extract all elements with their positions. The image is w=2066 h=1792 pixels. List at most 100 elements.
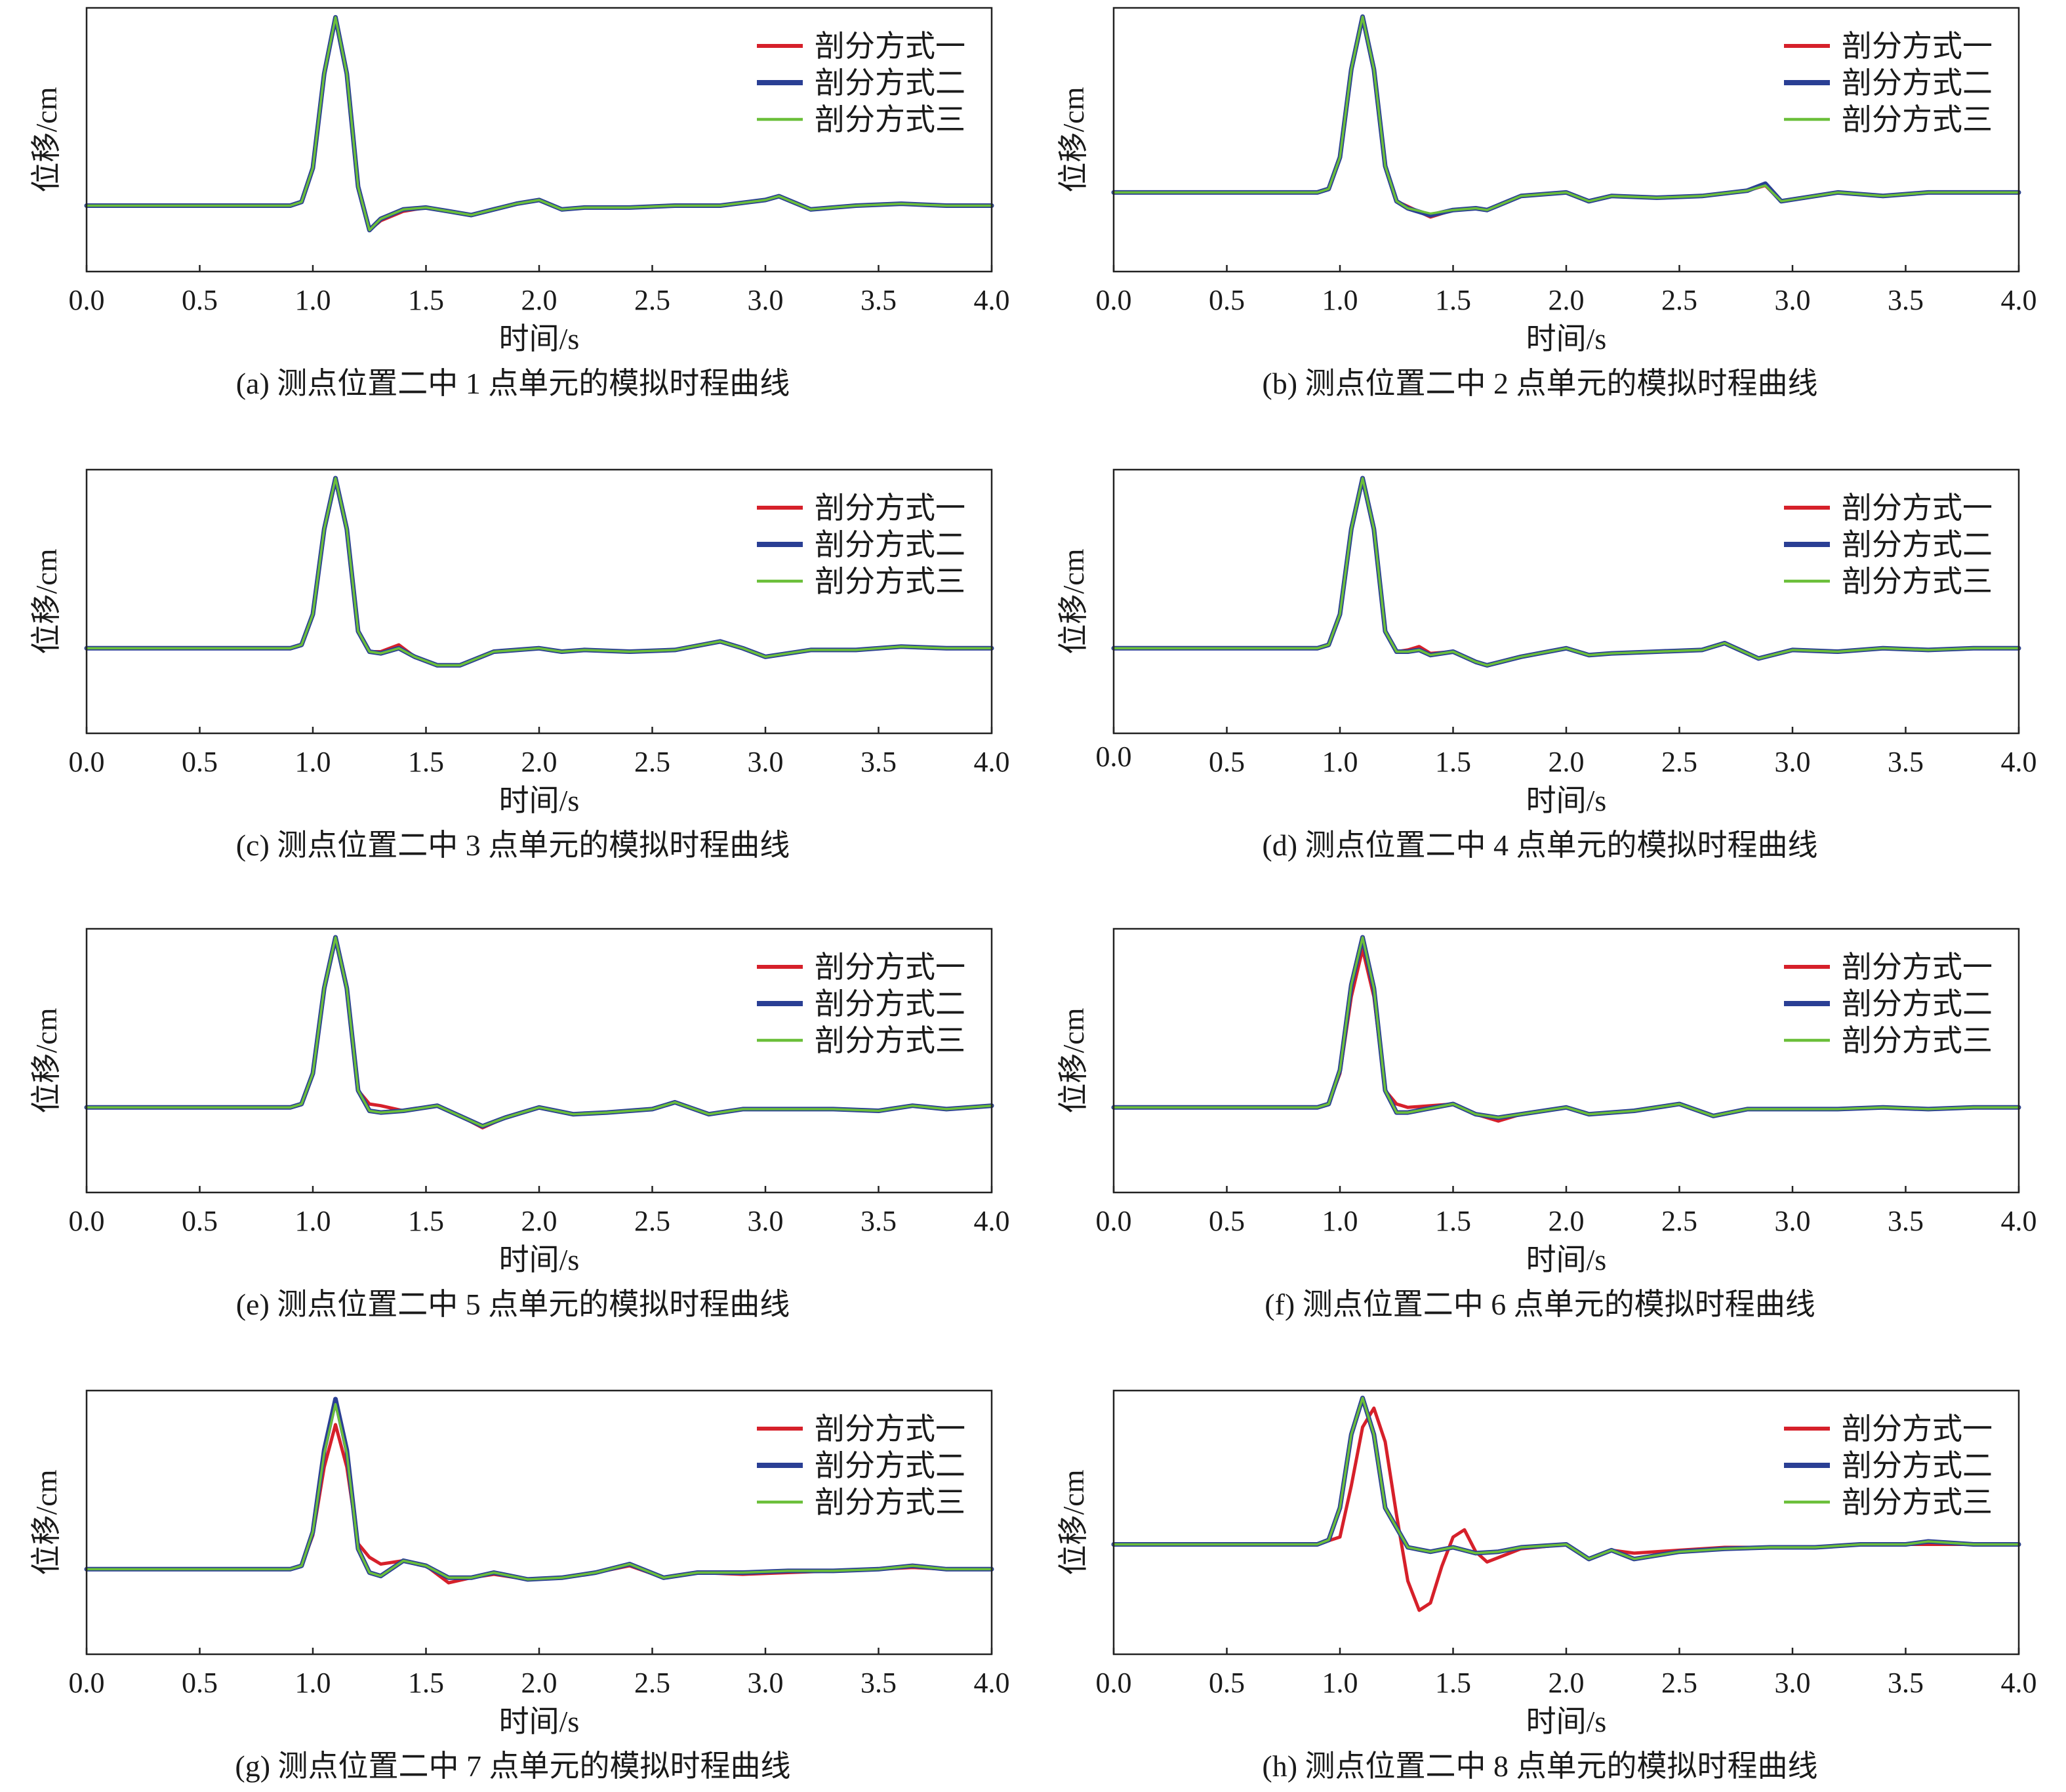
x-tick-label: 2.5	[634, 746, 670, 778]
x-axis-label: 时间/s	[499, 1243, 580, 1276]
y-axis-label: 位移/cm	[1057, 548, 1090, 654]
x-tick-label: 3.5	[861, 1205, 897, 1237]
legend-label-3: 剖分方式三	[1842, 1486, 1993, 1519]
subplot-caption: (h) 测点位置二中 8 点单元的模拟时程曲线	[1262, 1749, 1817, 1783]
legend-label-2: 剖分方式二	[1842, 528, 1993, 561]
subplot-e: 0.0 0.5 1.0 1.5 2.0 2.5 3.0 3.5 4.0 时间/s 位移/cm 剖分方式…	[30, 927, 1010, 1321]
subplot-caption: (b) 测点位置二中 2 点单元的模拟时程曲线	[1262, 367, 1817, 400]
x-tick-label: 0.5	[1209, 284, 1245, 316]
x-tick-label: 0.0	[1096, 284, 1132, 316]
x-tick-label: 4.0	[2001, 284, 2037, 316]
x-tick-label: 2.0	[521, 746, 557, 778]
x-tick-label: 3.0	[1775, 746, 1811, 778]
x-tick-label: 4.0	[2001, 746, 2037, 778]
y-axis-label: 位移/cm	[30, 87, 63, 192]
x-axis-label: 时间/s	[499, 1705, 580, 1738]
x-tick-label: 3.5	[1888, 746, 1924, 778]
x-axis-label: 时间/s	[1526, 1705, 1607, 1738]
legend-label-2: 剖分方式二	[815, 528, 965, 561]
legend-label-3: 剖分方式三	[815, 1486, 965, 1519]
legend-label-3: 剖分方式三	[815, 103, 965, 136]
x-tick-label: 2.5	[634, 1667, 670, 1699]
x-tick-label: 0.0	[69, 1205, 105, 1237]
x-tick-label: 1.5	[1435, 1667, 1471, 1699]
legend-label-2: 剖分方式二	[815, 66, 965, 100]
x-tick-label: 0.0	[69, 1667, 105, 1699]
x-tick-label: 0.5	[1209, 1667, 1245, 1699]
legend-label-2: 剖分方式二	[1842, 987, 1993, 1021]
y-axis-label: 位移/cm	[1057, 1469, 1090, 1575]
x-tick-label: 1.5	[408, 1205, 444, 1237]
x-tick-label: 1.0	[1322, 746, 1358, 778]
x-tick-label: 3.0	[748, 1667, 784, 1699]
subplot-caption: (c) 测点位置二中 3 点单元的模拟时程曲线	[236, 828, 790, 862]
x-tick-label: 0.0	[1096, 1667, 1132, 1699]
x-tick-label: 4.0	[974, 284, 1010, 316]
series-line-3	[85, 1402, 993, 1581]
x-tick-label: 4.0	[974, 746, 1010, 778]
subplot-g: 0.0 0.5 1.0 1.5 2.0 2.5 3.0 3.5 4.0 时间/s 位移/cm 剖分方式…	[30, 1389, 1010, 1783]
x-axis-label: 时间/s	[1526, 322, 1607, 356]
series-line-3	[1112, 1396, 2020, 1560]
x-tick-label: 3.0	[1775, 284, 1811, 316]
x-tick-label: 1.0	[1322, 284, 1358, 316]
x-tick-label: 0.5	[182, 284, 218, 316]
x-tick-label: 0.5	[182, 746, 218, 778]
x-tick-label: 2.5	[1661, 746, 1697, 778]
subplot-a: 0.0 0.5 1.0 1.5 2.0 2.5 3.0 3.5 4.0 时间/s 位移/cm 剖分方式…	[30, 7, 1010, 400]
x-tick-label: 1.0	[1322, 1667, 1358, 1699]
subplot-d: 0.0 0.5 1.0 1.5 2.0 2.5 3.0 3.5 4.0 时间/s 位移/cm 剖分方式…	[1057, 468, 2037, 862]
x-tick-label: 1.0	[295, 746, 331, 778]
y-axis-label: 位移/cm	[1057, 1008, 1090, 1113]
x-tick-label: 1.5	[1435, 746, 1471, 778]
x-axis-label: 时间/s	[499, 784, 580, 817]
x-tick-label: 2.5	[1661, 1205, 1697, 1237]
subplot-f: 0.0 0.5 1.0 1.5 2.0 2.5 3.0 3.5 4.0 时间/s 位移/cm 剖分方式…	[1057, 927, 2037, 1321]
series-line-3	[1112, 477, 2020, 667]
series-line-3	[85, 16, 993, 232]
x-tick-label: 0.5	[1209, 746, 1245, 778]
x-tick-label: 3.5	[1888, 1667, 1924, 1699]
x-tick-label: 1.0	[295, 284, 331, 316]
x-axis-label: 时间/s	[499, 322, 580, 356]
y-axis-label: 位移/cm	[30, 548, 63, 654]
legend-label-2: 剖分方式二	[815, 1449, 965, 1482]
x-tick-label: 3.5	[1888, 284, 1924, 316]
x-tick-label: 0.0	[1096, 1205, 1132, 1237]
legend-label-1: 剖分方式一	[1842, 491, 1993, 525]
legend-label-3: 剖分方式三	[815, 1024, 965, 1057]
x-tick-label: 3.0	[748, 1205, 784, 1237]
x-tick-label: 3.0	[748, 746, 784, 778]
x-axis-label: 时间/s	[1526, 784, 1607, 817]
x-tick-label: 1.0	[295, 1667, 331, 1699]
x-tick-label: 0.5	[1209, 1205, 1245, 1237]
legend-label-2: 剖分方式二	[1842, 1449, 1993, 1482]
subplot-caption: (f) 测点位置二中 6 点单元的模拟时程曲线	[1265, 1288, 1815, 1321]
x-tick-label: 1.0	[1322, 1205, 1358, 1237]
subplot-caption: (d) 测点位置二中 4 点单元的模拟时程曲线	[1262, 828, 1817, 862]
legend-label-2: 剖分方式二	[1842, 66, 1993, 100]
x-tick-label: 3.0	[1775, 1667, 1811, 1699]
legend-label-1: 剖分方式一	[815, 950, 965, 984]
x-tick-label: 0.0	[69, 746, 105, 778]
x-tick-label: 2.0	[1549, 1667, 1585, 1699]
x-tick-label: 2.5	[1661, 1667, 1697, 1699]
x-tick-label: 4.0	[2001, 1667, 2037, 1699]
legend-label-1: 剖分方式一	[1842, 1412, 1993, 1446]
x-tick-label: 3.5	[1888, 1205, 1924, 1237]
y-axis-label: 位移/cm	[1057, 87, 1090, 192]
subplot-caption: (a) 测点位置二中 1 点单元的模拟时程曲线	[236, 367, 790, 400]
x-tick-label: 3.5	[861, 284, 897, 316]
y-axis-label: 位移/cm	[30, 1469, 63, 1575]
legend-label-3: 剖分方式三	[1842, 1024, 1993, 1057]
legend-label-1: 剖分方式一	[815, 491, 965, 525]
x-tick-label: 0.5	[182, 1667, 218, 1699]
x-tick-label: 1.5	[408, 284, 444, 316]
x-tick-label: 3.5	[861, 1667, 897, 1699]
